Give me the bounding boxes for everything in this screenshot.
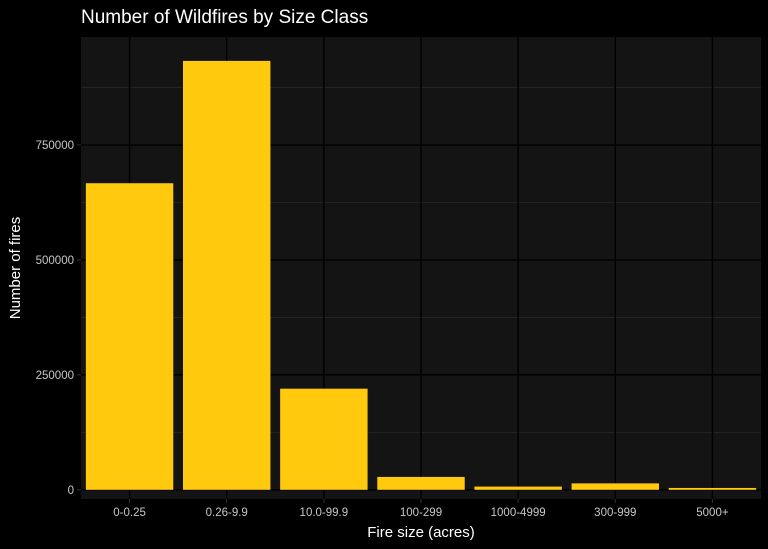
bar — [668, 487, 757, 490]
y-tick-label: 500000 — [36, 255, 74, 267]
x-tick-label: 10.0-99.9 — [300, 507, 349, 519]
y-axis-title: Number of fires — [7, 217, 24, 320]
bar — [280, 388, 368, 490]
x-tick-label: 0-0.25 — [113, 507, 146, 519]
x-axis-ticks: 0-0.25 0.26-9.9 10.0-99.9 100-299 1000-4999 3… — [113, 499, 729, 519]
y-tick-label: 250000 — [36, 370, 74, 382]
y-axis-ticks: 0 250000 500000 750000 — [36, 140, 81, 497]
x-tick-label: 300-999 — [594, 507, 636, 519]
chart-title: Number of Wildfires by Size Class — [81, 7, 368, 28]
x-tick-label: 100-299 — [400, 507, 442, 519]
bars — [85, 60, 757, 490]
y-tick-label: 750000 — [36, 140, 74, 152]
x-tick-label: 0.26-9.9 — [206, 507, 248, 519]
x-axis-title: Fire size (acres) — [367, 524, 475, 541]
y-tick-label: 0 — [68, 485, 74, 497]
x-tick-label: 5000+ — [696, 507, 729, 519]
bar — [571, 483, 659, 490]
bar — [85, 183, 174, 490]
bar — [474, 486, 562, 490]
bar — [183, 60, 271, 490]
x-tick-label: 1000-4999 — [491, 507, 546, 519]
bar — [377, 476, 465, 490]
